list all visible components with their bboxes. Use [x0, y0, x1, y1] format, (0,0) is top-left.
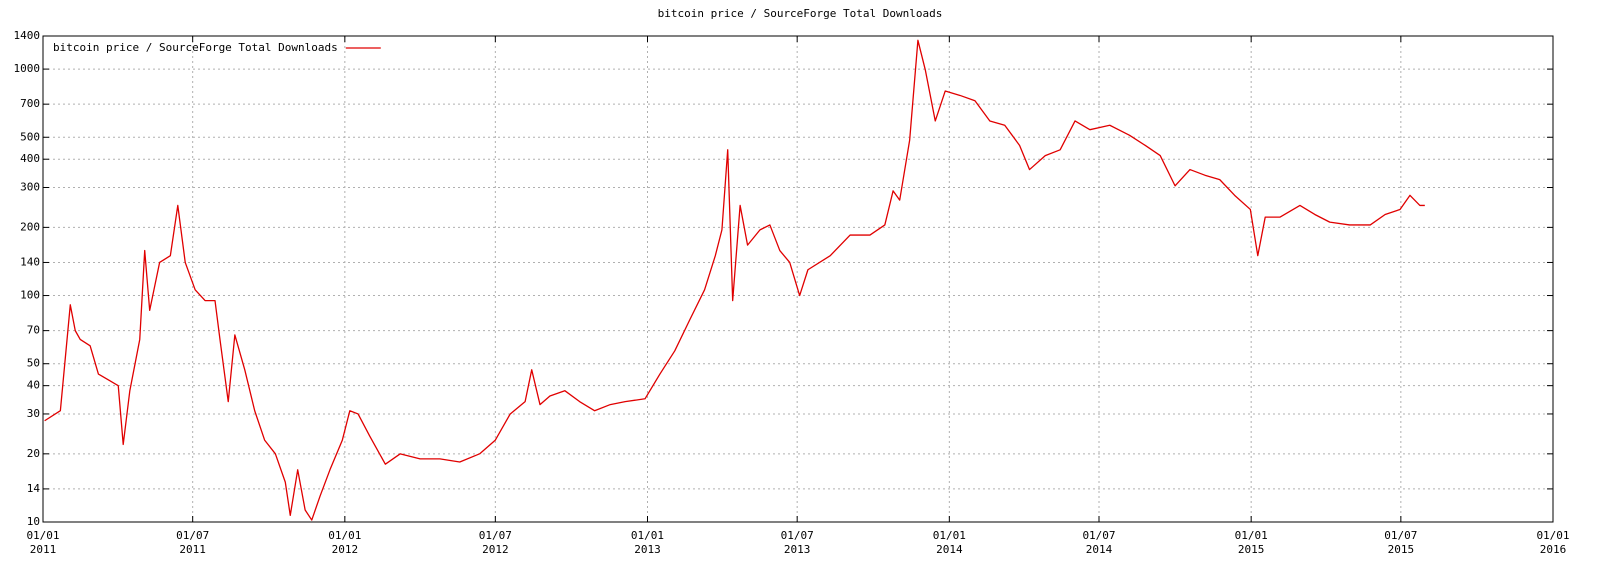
- x-tick-label: 2013: [634, 543, 661, 556]
- y-tick-label: 700: [20, 97, 40, 110]
- x-tick-label: 01/01: [933, 529, 966, 542]
- x-tick-label: 01/01: [26, 529, 59, 542]
- y-tick-label: 100: [20, 289, 40, 302]
- y-tick-label: 30: [27, 407, 40, 420]
- y-tick-label: 300: [20, 180, 40, 193]
- x-tick-label: 2013: [784, 543, 811, 556]
- x-tick-label: 01/01: [1536, 529, 1569, 542]
- x-tick-label: 2014: [1086, 543, 1113, 556]
- y-tick-label: 20: [27, 447, 40, 460]
- y-tick-label: 1000: [14, 62, 41, 75]
- x-tick-label: 01/07: [479, 529, 512, 542]
- x-tick-label: 2012: [482, 543, 509, 556]
- x-tick-label: 2012: [332, 543, 359, 556]
- y-tick-label: 14: [27, 482, 41, 495]
- y-tick-label: 200: [20, 220, 40, 233]
- x-tick-label: 01/07: [1384, 529, 1417, 542]
- chart-title: bitcoin price / SourceForge Total Downlo…: [658, 7, 943, 20]
- y-tick-label: 400: [20, 152, 40, 165]
- x-tick-label: 01/07: [1082, 529, 1115, 542]
- x-tick-label: 2014: [936, 543, 963, 556]
- y-tick-label: 140: [20, 255, 40, 268]
- x-tick-label: 2011: [179, 543, 206, 556]
- y-tick-label: 50: [27, 357, 40, 370]
- x-tick-label: 01/01: [328, 529, 361, 542]
- data-line: [44, 39, 1425, 521]
- y-tick-label: 10: [27, 515, 40, 528]
- y-tick-label: 70: [27, 324, 40, 337]
- y-tick-label: 40: [27, 379, 40, 392]
- x-tick-label: 01/07: [176, 529, 209, 542]
- x-tick-label: 2015: [1238, 543, 1265, 556]
- x-tick-label: 2016: [1540, 543, 1567, 556]
- legend-label: bitcoin price / SourceForge Total Downlo…: [53, 41, 338, 54]
- y-tick-label: 1400: [14, 29, 41, 42]
- x-tick-label: 2011: [30, 543, 57, 556]
- x-tick-label: 01/01: [1235, 529, 1268, 542]
- x-tick-label: 01/07: [781, 529, 814, 542]
- x-tick-label: 2015: [1388, 543, 1415, 556]
- y-tick-label: 500: [20, 130, 40, 143]
- x-tick-label: 01/01: [631, 529, 664, 542]
- plot-frame: [42, 35, 1554, 523]
